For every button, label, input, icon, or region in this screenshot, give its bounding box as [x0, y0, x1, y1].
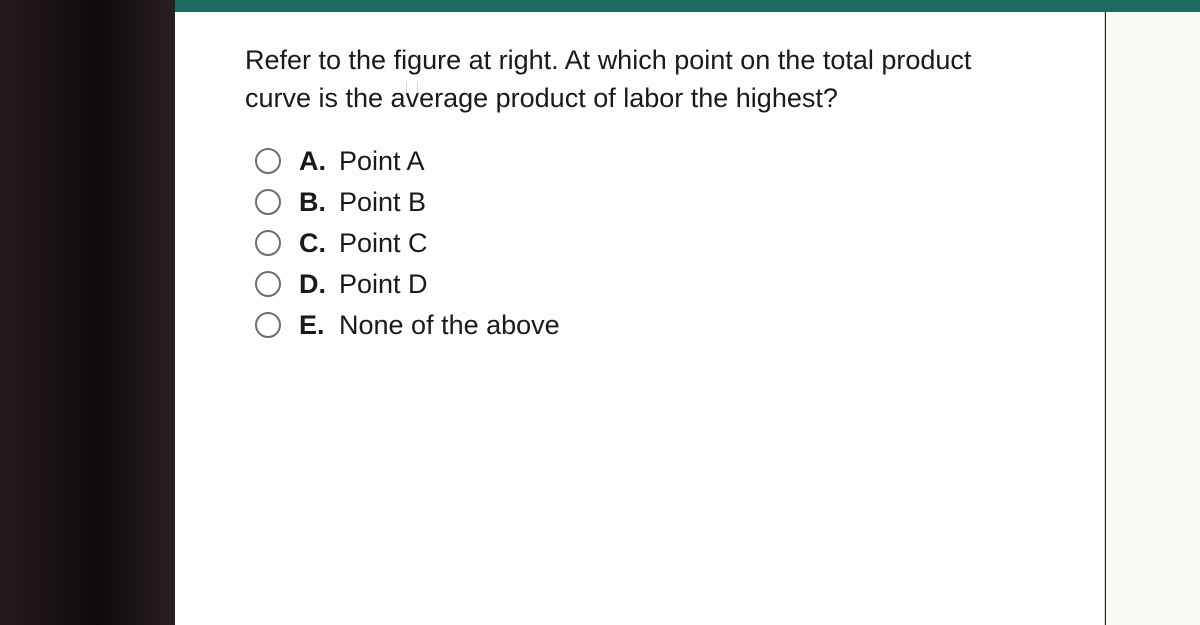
option-letter: E.: [299, 310, 339, 341]
option-letter: C.: [299, 228, 339, 259]
option-b[interactable]: B. Point B: [255, 187, 1054, 218]
radio-icon[interactable]: [255, 230, 281, 256]
radio-icon[interactable]: [255, 312, 281, 338]
question-prompt: Refer to the figure at right. At which p…: [245, 42, 1054, 118]
radio-icon[interactable]: [255, 271, 281, 297]
radio-icon[interactable]: [255, 148, 281, 174]
option-d[interactable]: D. Point D: [255, 269, 1054, 300]
option-c[interactable]: C. Point C: [255, 228, 1054, 259]
right-margin-panel: [1106, 12, 1200, 625]
option-text: Point C: [339, 228, 428, 259]
option-text: Point D: [339, 269, 428, 300]
question-line-2-pre: curve is the a: [245, 83, 406, 113]
screen-background: Refer to the figure at right. At which p…: [0, 0, 1200, 625]
question-line-2-post: erage product of labor the highest?: [419, 83, 838, 113]
option-letter: D.: [299, 269, 339, 300]
book-spine-shadow: [0, 0, 175, 625]
option-text: Point B: [339, 187, 426, 218]
option-text: None of the above: [339, 310, 560, 341]
question-line-1: Refer to the figure at right. At which p…: [245, 45, 971, 75]
option-letter: A.: [299, 146, 339, 177]
cursor-artifact: v: [406, 80, 420, 118]
options-list: A. Point A B. Point B C. Point C D. Poin…: [245, 146, 1054, 341]
radio-icon[interactable]: [255, 189, 281, 215]
question-page: Refer to the figure at right. At which p…: [175, 12, 1105, 625]
top-accent-bar: [175, 0, 1200, 12]
option-a[interactable]: A. Point A: [255, 146, 1054, 177]
option-e[interactable]: E. None of the above: [255, 310, 1054, 341]
option-text: Point A: [339, 146, 425, 177]
option-letter: B.: [299, 187, 339, 218]
